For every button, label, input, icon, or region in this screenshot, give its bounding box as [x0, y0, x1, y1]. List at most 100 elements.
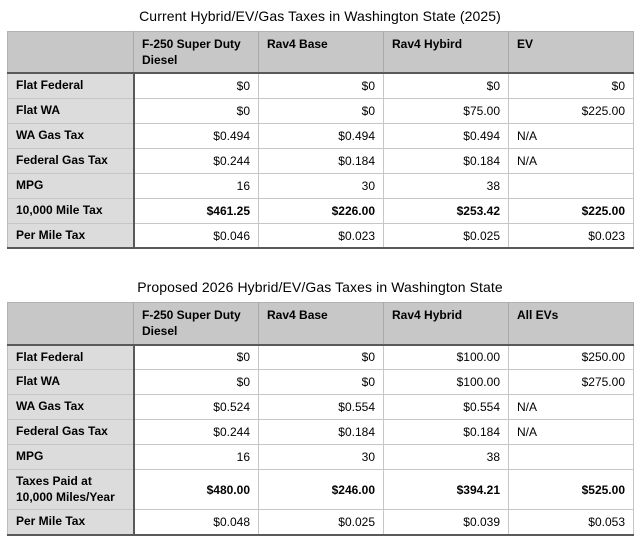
page: Current Hybrid/EV/Gas Taxes in Washingto… [0, 8, 640, 536]
table-cell: $0.554 [383, 394, 509, 420]
table-cell: N/A [508, 148, 634, 174]
current-taxes-section: Current Hybrid/EV/Gas Taxes in Washingto… [0, 8, 640, 249]
table-cell: $0 [508, 73, 634, 99]
table-cell: 30 [258, 173, 384, 199]
table-cell: $0.554 [258, 394, 384, 420]
column-header: F-250 Super Duty Diesel [133, 31, 259, 74]
table-row: Flat WA $0 $0 $100.00 $275.00 [7, 369, 634, 395]
row-label: Taxes Paid at 10,000 Miles/Year [7, 469, 135, 510]
table-row: Flat WA $0 $0 $75.00 $225.00 [7, 98, 634, 124]
row-label: WA Gas Tax [7, 394, 135, 420]
table-cell: $75.00 [383, 98, 509, 124]
table-cell: $0.184 [383, 419, 509, 445]
table-cell: $0 [383, 73, 509, 99]
table-cell: $0.184 [258, 419, 384, 445]
table-row: Per Mile Tax $0.048 $0.025 $0.039 $0.053 [7, 509, 634, 535]
table-cell: $275.00 [508, 369, 634, 395]
row-label: MPG [7, 173, 135, 199]
table-cell: $0.053 [508, 509, 634, 535]
column-header: Rav4 Base [258, 31, 384, 74]
table-cell: $246.00 [258, 469, 384, 510]
table-cell: $250.00 [508, 344, 634, 370]
table-row: WA Gas Tax $0.494 $0.494 $0.494 N/A [7, 123, 634, 149]
column-header: All EVs [508, 302, 634, 345]
table-cell: N/A [508, 394, 634, 420]
table-cell: $0.494 [383, 123, 509, 149]
table-cell: N/A [508, 123, 634, 149]
table-row: Federal Gas Tax $0.244 $0.184 $0.184 N/A [7, 419, 634, 445]
row-label: Flat WA [7, 369, 135, 395]
proposed-taxes-table: F-250 Super Duty Diesel Rav4 Base Rav4 Hyb… [7, 302, 634, 536]
header-row: F-250 Super Duty Diesel Rav4 Base Rav4 Hyb… [7, 302, 634, 345]
table-cell: $225.00 [508, 198, 634, 224]
column-header: F-250 Super Duty Diesel [133, 302, 259, 345]
column-header: Rav4 Hybird [383, 31, 509, 74]
row-label: MPG [7, 444, 135, 470]
table-cell [508, 444, 634, 470]
table-cell: $480.00 [133, 469, 259, 510]
table-cell: $0 [258, 369, 384, 395]
table-cell: $0.244 [133, 419, 259, 445]
table-cell: N/A [508, 419, 634, 445]
table-row: Flat Federal $0 $0 $100.00 $250.00 [7, 344, 634, 370]
table-cell: $0.244 [133, 148, 259, 174]
table-cell: $253.42 [383, 198, 509, 224]
table-row: 10,000 Mile Tax $461.25 $226.00 $253.42 $225… [7, 198, 634, 224]
proposed-taxes-section: Proposed 2026 Hybrid/EV/Gas Taxes in Was… [0, 279, 640, 536]
row-label: Flat Federal [7, 344, 135, 370]
table-cell: $0.023 [258, 223, 384, 249]
table-cell: 30 [258, 444, 384, 470]
table-cell: $0.184 [258, 148, 384, 174]
table-row: MPG 16 30 38 [7, 444, 634, 470]
table-cell: $100.00 [383, 344, 509, 370]
row-label: Per Mile Tax [7, 509, 135, 535]
row-label: Per Mile Tax [7, 223, 135, 249]
table-row: Flat Federal $0 $0 $0 $0 [7, 73, 634, 99]
table-cell: $0.025 [258, 509, 384, 535]
column-header: EV [508, 31, 634, 74]
table-row: Federal Gas Tax $0.244 $0.184 $0.184 N/A [7, 148, 634, 174]
table-cell: $0.025 [383, 223, 509, 249]
current-taxes-title: Current Hybrid/EV/Gas Taxes in Washingto… [139, 8, 501, 24]
column-header: Rav4 Hybrid [383, 302, 509, 345]
table-cell: $0.046 [133, 223, 259, 249]
header-row: F-250 Super Duty Diesel Rav4 Base Rav4 Hyb… [7, 31, 634, 74]
row-label: WA Gas Tax [7, 123, 135, 149]
table-cell: $461.25 [133, 198, 259, 224]
row-label: Federal Gas Tax [7, 419, 135, 445]
row-label: Flat WA [7, 98, 135, 124]
table-cell: $0.039 [383, 509, 509, 535]
corner-cell [7, 302, 134, 345]
table-cell: 38 [383, 173, 509, 199]
row-label: Flat Federal [7, 73, 135, 99]
table-cell: $0 [258, 344, 384, 370]
table-cell [508, 173, 634, 199]
table-cell: $0.048 [133, 509, 259, 535]
table-row: Per Mile Tax $0.046 $0.023 $0.025 $0.023 [7, 223, 634, 249]
table-cell: 16 [133, 173, 259, 199]
table-cell: $0.524 [133, 394, 259, 420]
row-label: Federal Gas Tax [7, 148, 135, 174]
corner-cell [7, 31, 134, 74]
table-cell: $0 [133, 98, 259, 124]
table-row: Taxes Paid at 10,000 Miles/Year $480.00 $2… [7, 469, 634, 510]
column-header: Rav4 Base [258, 302, 384, 345]
table-cell: $0 [133, 344, 259, 370]
table-cell: $0 [133, 73, 259, 99]
table-cell: $0.494 [258, 123, 384, 149]
table-cell: $226.00 [258, 198, 384, 224]
table-row: MPG 16 30 38 [7, 173, 634, 199]
table-cell: 38 [383, 444, 509, 470]
table-cell: $0 [258, 98, 384, 124]
current-taxes-table: F-250 Super Duty Diesel Rav4 Base Rav4 Hyb… [7, 31, 634, 249]
table-cell: $225.00 [508, 98, 634, 124]
table-cell: $0 [133, 369, 259, 395]
table-row: WA Gas Tax $0.524 $0.554 $0.554 N/A [7, 394, 634, 420]
table-cell: 16 [133, 444, 259, 470]
table-cell: $0 [258, 73, 384, 99]
table-cell: $525.00 [508, 469, 634, 510]
row-label: 10,000 Mile Tax [7, 198, 135, 224]
table-cell: $0.184 [383, 148, 509, 174]
table-cell: $100.00 [383, 369, 509, 395]
table-cell: $394.21 [383, 469, 509, 510]
